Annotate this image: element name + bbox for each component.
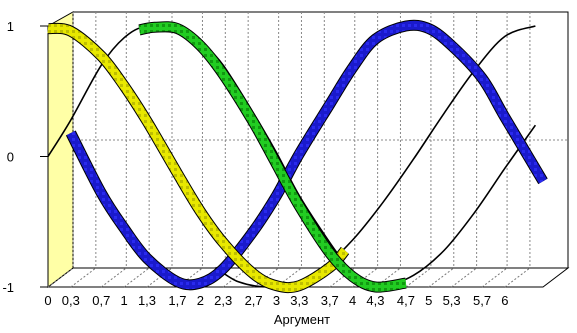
x-tick-label: 1,7 <box>168 293 186 308</box>
x-tick-label: 0,3 <box>62 293 80 308</box>
floor-line <box>481 267 508 288</box>
x-tick-label: 5,7 <box>473 293 491 308</box>
x-tick-label: 3,3 <box>290 293 308 308</box>
y-tick-label: 1 <box>7 19 14 34</box>
y-tick-label: 0 <box>7 150 14 165</box>
floor-line <box>405 267 432 288</box>
x-tick-label: 1 <box>121 293 128 308</box>
x-tick-label: 0 <box>44 293 51 308</box>
floor-line <box>47 267 74 288</box>
floor-line <box>222 267 249 288</box>
x-tick-label: 4 <box>349 293 356 308</box>
floor-line <box>504 267 531 288</box>
y-tick-label: -1 <box>2 280 14 295</box>
x-tick-label: 2 <box>197 293 204 308</box>
series-line-2 <box>138 22 407 292</box>
x-tick-label: 4,7 <box>397 293 415 308</box>
x-tick-label: 2,3 <box>214 293 232 308</box>
x-tick-label: 2,7 <box>245 293 263 308</box>
floor-line <box>70 267 97 288</box>
series-group <box>47 19 548 294</box>
x-tick-label: 4,3 <box>366 293 384 308</box>
x-tick-label: 5 <box>425 293 432 308</box>
floor-line <box>146 267 173 288</box>
floor-line <box>253 267 279 288</box>
x-axis-label: Аргумент <box>274 312 330 327</box>
x-tick-label: 1,3 <box>138 293 156 308</box>
x-tick-label: 3 <box>273 293 280 308</box>
x-tick-label: 6 <box>501 293 508 308</box>
series-line-0 <box>66 20 547 290</box>
x-tick-label: 5,3 <box>443 293 461 308</box>
x-axis-ticks: 0 0,3 0,7 1 1,3 1,7 2 2,3 2,7 3 3,3 3,7 4 4,3 4,7 5 5,3 5… <box>44 293 508 308</box>
x-tick-label: 0,7 <box>92 293 110 308</box>
grid-lines <box>72 12 568 268</box>
floor-line <box>428 267 455 288</box>
y-axis-ticks: -1 0 1 <box>2 19 48 295</box>
floor-line <box>329 267 356 288</box>
series-line-1 <box>47 23 349 293</box>
floor-line <box>101 267 127 288</box>
x-tick-label: 3,7 <box>321 293 339 308</box>
floor-line <box>123 267 150 288</box>
floor-line <box>451 267 477 288</box>
